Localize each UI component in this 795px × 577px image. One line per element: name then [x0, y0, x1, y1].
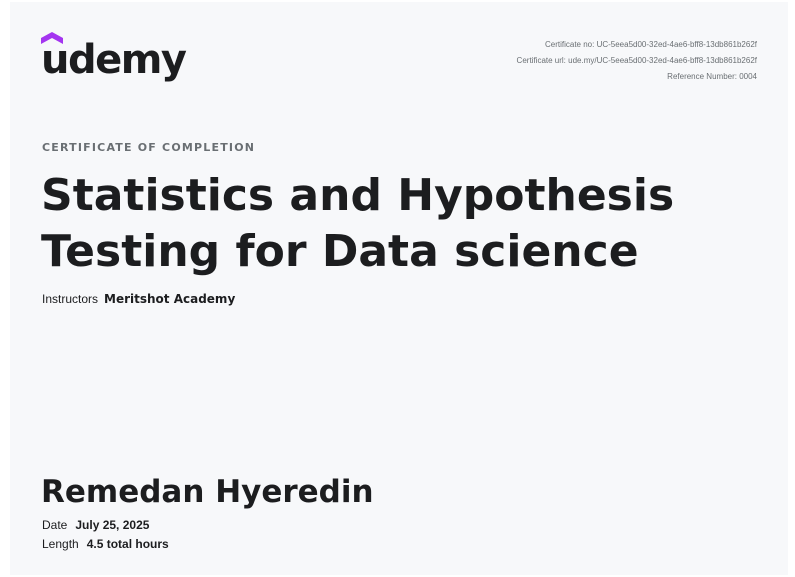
- logo-hat-icon: [41, 32, 63, 44]
- date-row: Date July 25, 2025: [42, 518, 149, 532]
- certificate-meta: Certificate no: UC-5eea5d00-32ed-4ae6-bf…: [517, 37, 757, 85]
- length-value: 4.5 total hours: [86, 537, 169, 551]
- length-label: Length: [42, 537, 79, 551]
- date-label: Date: [42, 518, 68, 532]
- date-value: July 25, 2025: [75, 518, 150, 532]
- certificate-card: udemy Certificate no: UC-5eea5d00-32ed-4…: [10, 2, 788, 575]
- length-row: Length 4.5 total hours: [42, 537, 169, 551]
- course-title-line-2: Testing for Data science: [41, 226, 639, 277]
- instructors-row: Instructors Meritshot Academy: [42, 292, 235, 306]
- udemy-logo: udemy: [41, 32, 187, 87]
- certificate-number: Certificate no: UC-5eea5d00-32ed-4ae6-bf…: [544, 40, 757, 49]
- recipient-name: Remedan Hyeredin: [41, 474, 374, 510]
- course-title: Statistics and Hypothesis Testing for Da…: [41, 168, 761, 280]
- reference-number: Reference Number: 0004: [667, 72, 757, 81]
- instructor-name: Meritshot Academy: [104, 292, 236, 306]
- certificate-eyebrow: CERTIFICATE OF COMPLETION: [42, 141, 256, 154]
- instructors-label: Instructors: [42, 292, 99, 306]
- logo-wordmark: udemy: [41, 37, 187, 83]
- certificate-url: Certificate url: ude.my/UC-5eea5d00-32ed…: [516, 56, 757, 65]
- course-title-line-1: Statistics and Hypothesis: [41, 170, 675, 221]
